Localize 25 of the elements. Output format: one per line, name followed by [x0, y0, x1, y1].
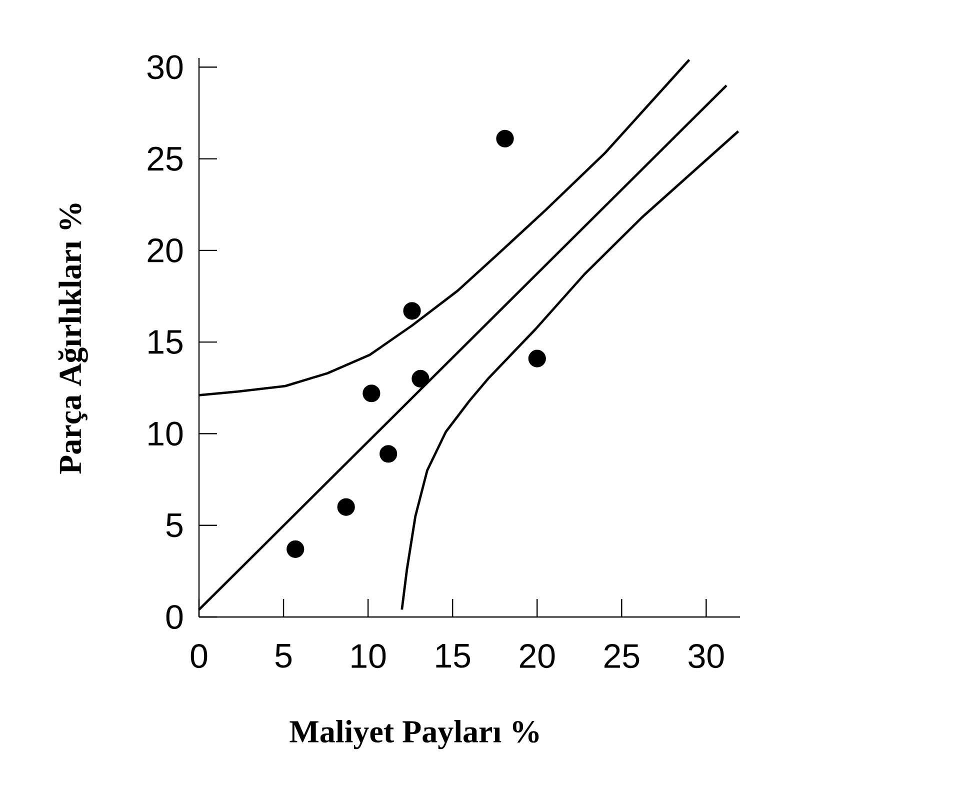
point: [380, 445, 398, 463]
x-tick-label: 0: [190, 644, 208, 668]
point: [362, 384, 380, 402]
point: [528, 350, 546, 368]
y-tick-label: 5: [166, 513, 182, 538]
y-tick-label: 0: [166, 604, 183, 630]
point: [337, 498, 355, 516]
point: [286, 540, 304, 558]
y-axis-title: Parça Ağırlıkları %: [58, 204, 88, 474]
point: [403, 302, 421, 320]
y-tick-label: 30: [147, 55, 183, 80]
point: [412, 370, 430, 388]
y-tick-label: 25: [148, 146, 182, 171]
x-tick-label: 20: [520, 644, 555, 668]
y-tick-label: 15: [148, 330, 182, 354]
x-tick-label: 30: [688, 644, 724, 668]
x-tick-label: 5: [275, 644, 292, 668]
y-tick-label: 20: [148, 238, 183, 262]
y-tick-label: 10: [148, 422, 183, 446]
x-tick-label: 10: [352, 644, 386, 668]
x-tick-label: 25: [604, 644, 640, 668]
point: [496, 130, 514, 148]
x-axis-title: Maliyet Payları %: [290, 720, 539, 750]
line-series: [400, 130, 740, 611]
x-tick-label: 15: [436, 644, 470, 668]
